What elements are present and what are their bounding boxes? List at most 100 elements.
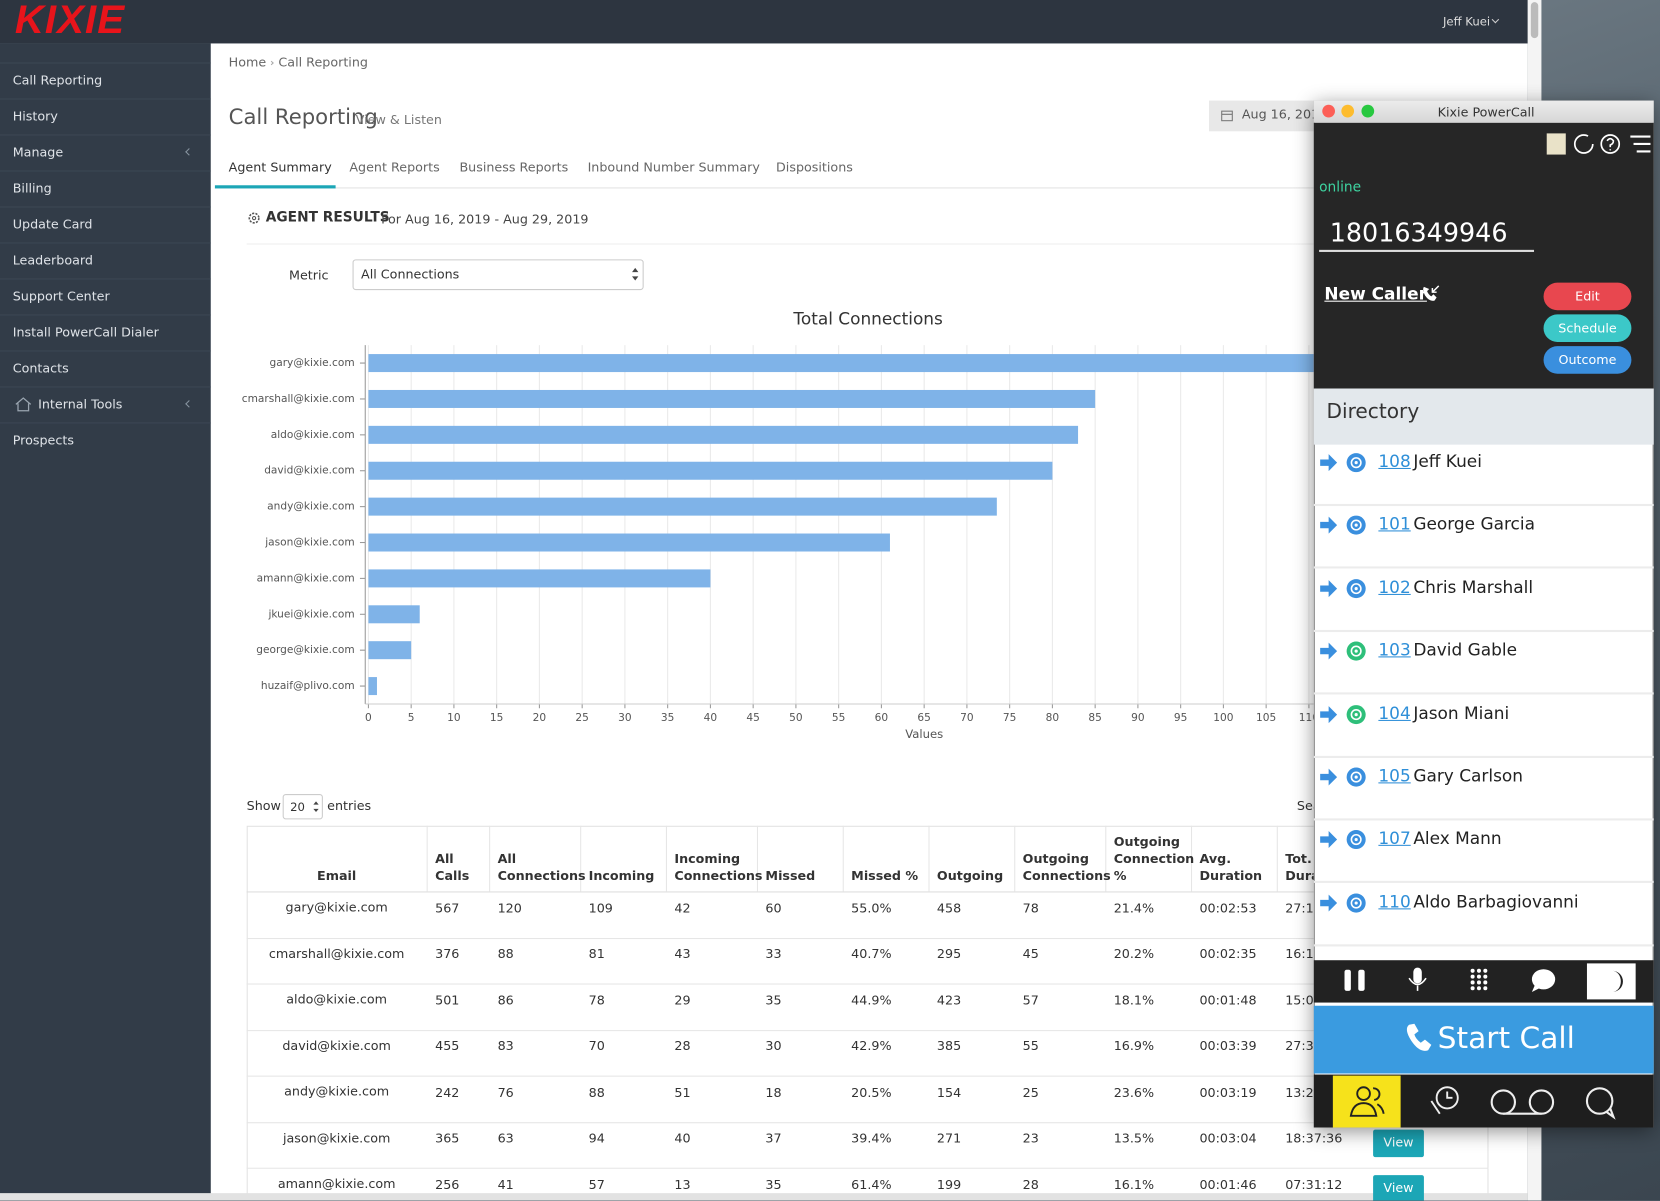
extension-link[interactable]: 104 xyxy=(1378,702,1411,723)
home-shape xyxy=(15,397,32,412)
cell: 109 xyxy=(588,900,613,916)
window-button[interactable] xyxy=(1341,104,1355,118)
bar xyxy=(368,354,1316,373)
sidebar-divider xyxy=(0,206,211,208)
sidebar-divider xyxy=(0,422,211,424)
sidebar-item[interactable]: Contacts xyxy=(12,360,69,376)
dialer-button[interactable] xyxy=(1543,282,1632,311)
date-box[interactable] xyxy=(1209,100,1326,132)
y-tick-label: amann@kixie.com xyxy=(257,572,355,584)
sidebar-item[interactable]: Leaderboard xyxy=(12,252,93,268)
nav-active[interactable] xyxy=(1332,1075,1401,1128)
x-tick-label: 65 xyxy=(917,712,930,724)
window-button[interactable] xyxy=(1361,104,1375,118)
user-menu[interactable]: Jeff Kuei xyxy=(1442,14,1491,29)
extension-link[interactable]: 105 xyxy=(1378,765,1411,786)
x-tick-label: 105 xyxy=(1256,712,1276,724)
directory-icons xyxy=(1320,704,1366,724)
section-range: For Aug 16, 2019 - Aug 29, 2019 xyxy=(381,211,589,227)
keypad-dot xyxy=(1470,974,1475,979)
x-tick-label: 35 xyxy=(661,712,674,724)
sidebar-divider xyxy=(0,170,211,172)
sidebar-divider xyxy=(0,98,211,100)
column-header: Incoming xyxy=(589,831,664,884)
extension-link[interactable]: 102 xyxy=(1378,576,1411,597)
metric-select[interactable] xyxy=(352,259,644,291)
avatar-icon xyxy=(1546,133,1566,155)
cell: 51 xyxy=(674,1084,691,1100)
tab[interactable]: Inbound Number Summary xyxy=(587,159,760,175)
phone xyxy=(1406,1023,1432,1051)
directory-icons xyxy=(1320,830,1366,850)
directory-icons xyxy=(1320,893,1366,913)
cell: 43 xyxy=(674,946,691,962)
cell: 18.1% xyxy=(1113,992,1155,1008)
x-tick-label: 110 xyxy=(1299,712,1316,724)
x-tick-label: 10 xyxy=(447,712,461,724)
tab[interactable]: Business Reports xyxy=(459,159,569,175)
cell: 78 xyxy=(588,992,605,1008)
directory-icons xyxy=(1320,767,1366,787)
view-button[interactable] xyxy=(1373,1129,1424,1157)
tab[interactable]: Dispositions xyxy=(776,159,853,175)
sidebar-item[interactable]: Call Reporting xyxy=(12,72,103,88)
sidebar-item[interactable]: Support Center xyxy=(12,288,110,304)
directory-name: David Gable xyxy=(1413,639,1518,660)
cell: 365 xyxy=(435,1130,460,1146)
cell: 458 xyxy=(936,900,962,916)
breadcrumb[interactable]: Home xyxy=(228,54,267,70)
cell: 295 xyxy=(936,946,962,962)
show-label: Show xyxy=(246,797,281,813)
window-button[interactable] xyxy=(1322,104,1335,118)
sidebar-item[interactable]: Billing xyxy=(12,180,52,196)
cell: 00:01:46 xyxy=(1199,1176,1257,1192)
column-header-text: Missed % xyxy=(851,868,919,883)
cell: 42.9% xyxy=(851,1038,892,1054)
keypad-dot xyxy=(1483,980,1488,985)
calendar-icon xyxy=(1221,110,1233,122)
cell: 242 xyxy=(435,1084,460,1100)
page-size-select[interactable] xyxy=(282,794,323,820)
status-core xyxy=(1354,461,1358,465)
sidebar-item[interactable]: Prospects xyxy=(12,432,74,448)
view-button[interactable] xyxy=(1373,1175,1424,1201)
tab[interactable]: Agent Summary xyxy=(228,159,332,175)
cell: 567 xyxy=(435,900,460,916)
cell: 86 xyxy=(497,992,514,1008)
sidebar-item[interactable]: History xyxy=(12,108,58,124)
keypad-dot xyxy=(1476,980,1481,985)
extension-link[interactable]: 101 xyxy=(1378,513,1411,535)
y-tick-label: aldo@kixie.com xyxy=(271,429,355,441)
dialer-button[interactable] xyxy=(1543,314,1632,342)
cell: 16:1 xyxy=(1285,946,1314,962)
status-core xyxy=(1354,712,1358,716)
sidebar-item[interactable]: Update Card xyxy=(12,216,93,232)
x-tick-label: 85 xyxy=(1088,712,1101,724)
caller-label[interactable]: New Caller xyxy=(1324,283,1427,304)
breadcrumb: Call Reporting xyxy=(278,54,368,70)
row-divider xyxy=(246,983,1489,985)
y-tick-label: cmarshall@kixie.com xyxy=(242,393,355,405)
extension-link[interactable]: 107 xyxy=(1378,828,1411,849)
x-tick-label: 80 xyxy=(1046,712,1060,724)
arrow-down xyxy=(632,276,639,281)
sidebar-item[interactable]: Install PowerCall Dialer xyxy=(12,324,159,340)
sidebar-item[interactable]: Manage xyxy=(12,144,64,160)
extension-link[interactable]: 110 xyxy=(1378,891,1411,912)
refresh-icon xyxy=(1573,134,1594,154)
keypad-dot xyxy=(1483,974,1488,979)
sidebar-item[interactable]: Internal Tools xyxy=(38,396,123,412)
header-divider xyxy=(665,825,667,892)
section-line xyxy=(246,243,1316,245)
start-call-button[interactable] xyxy=(1313,1005,1654,1074)
tab[interactable]: Agent Reports xyxy=(349,159,440,175)
keypad-dot xyxy=(1476,968,1481,973)
column-header-text: Outgoing xyxy=(936,868,1004,883)
cell: 81 xyxy=(588,946,605,962)
dialer-button[interactable] xyxy=(1543,346,1632,374)
extension-link[interactable]: 108 xyxy=(1378,451,1411,472)
dialer-dark xyxy=(1313,122,1654,389)
history-hand xyxy=(1430,1091,1453,1115)
column-header: Missed % xyxy=(851,831,926,884)
extension-link[interactable]: 103 xyxy=(1378,639,1411,660)
